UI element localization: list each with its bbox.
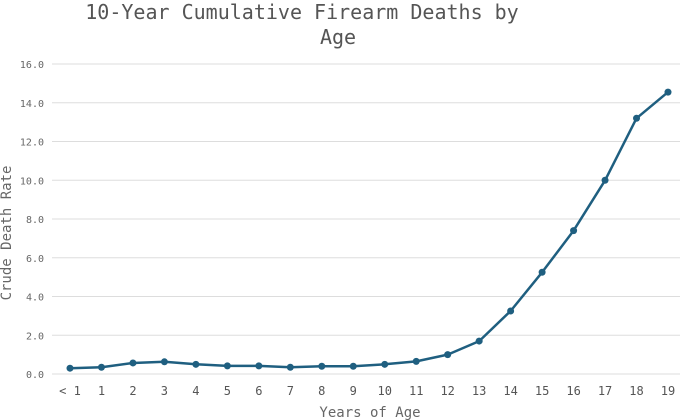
y-tick-label: 6.0 bbox=[26, 254, 44, 265]
x-tick-label: 2 bbox=[129, 384, 136, 398]
data-point bbox=[160, 358, 168, 366]
y-tick-label: 2.0 bbox=[26, 331, 44, 342]
y-tick-label: 14.0 bbox=[20, 99, 44, 110]
x-tick-label: 16 bbox=[566, 384, 580, 398]
x-tick-label: 8 bbox=[318, 384, 325, 398]
x-tick-label: 10 bbox=[378, 384, 392, 398]
x-tick-label: 15 bbox=[535, 384, 549, 398]
y-axis-label: Crude Death Rate bbox=[0, 166, 15, 301]
data-point bbox=[97, 363, 105, 371]
x-tick-label: 1 bbox=[98, 384, 105, 398]
y-tick-label: 0.0 bbox=[26, 370, 44, 381]
x-tick-label: 6 bbox=[255, 384, 262, 398]
x-tick-label: 7 bbox=[287, 384, 294, 398]
data-point bbox=[412, 357, 420, 365]
data-point bbox=[192, 360, 200, 368]
chart-title-line-1: 10-Year Cumulative Firearm Deaths by bbox=[85, 0, 518, 24]
data-point bbox=[286, 363, 294, 371]
y-axis-ticks: 0.0 2.0 4.0 6.0 8.0 10.0 12.0 14.0 16.0 bbox=[20, 60, 44, 381]
gridlines bbox=[52, 63, 680, 375]
data-point bbox=[601, 176, 609, 184]
x-tick-label: 19 bbox=[661, 384, 675, 398]
y-tick-label: 10.0 bbox=[20, 176, 44, 187]
data-point bbox=[444, 351, 452, 359]
x-axis-label: Years of Age bbox=[319, 405, 420, 420]
x-tick-label: 18 bbox=[629, 384, 643, 398]
y-tick-label: 12.0 bbox=[20, 138, 44, 149]
y-tick-label: 4.0 bbox=[26, 293, 44, 304]
data-point bbox=[475, 337, 483, 345]
x-tick-label: 17 bbox=[598, 384, 612, 398]
x-tick-label: 11 bbox=[409, 384, 423, 398]
data-point bbox=[507, 307, 515, 315]
x-tick-label: 14 bbox=[503, 384, 517, 398]
x-tick-label: 5 bbox=[224, 384, 231, 398]
y-tick-label: 8.0 bbox=[26, 215, 44, 226]
data-point bbox=[223, 362, 231, 370]
data-point bbox=[318, 362, 326, 370]
x-tick-label: < 1 bbox=[59, 384, 81, 398]
data-point bbox=[633, 114, 641, 122]
data-point bbox=[66, 364, 74, 372]
data-point bbox=[381, 360, 389, 368]
y-tick-label: 16.0 bbox=[20, 60, 44, 71]
data-point bbox=[349, 362, 357, 370]
chart-title-line-2: Age bbox=[320, 25, 356, 49]
x-tick-label: 13 bbox=[472, 384, 486, 398]
series-line bbox=[69, 91, 669, 370]
data-point bbox=[570, 227, 578, 235]
x-tick-label: 9 bbox=[350, 384, 357, 398]
x-tick-label: 3 bbox=[161, 384, 168, 398]
data-point bbox=[664, 88, 672, 96]
x-tick-label: 4 bbox=[192, 384, 199, 398]
x-axis-ticks: < 1 1 2 3 4 5 6 7 8 9 10 11 12 13 14 15 16 17 18 19 bbox=[59, 384, 675, 398]
series-layer bbox=[66, 88, 672, 372]
data-point bbox=[129, 359, 137, 367]
x-tick-label: 12 bbox=[440, 384, 454, 398]
data-point bbox=[255, 362, 263, 370]
data-point bbox=[538, 268, 546, 276]
